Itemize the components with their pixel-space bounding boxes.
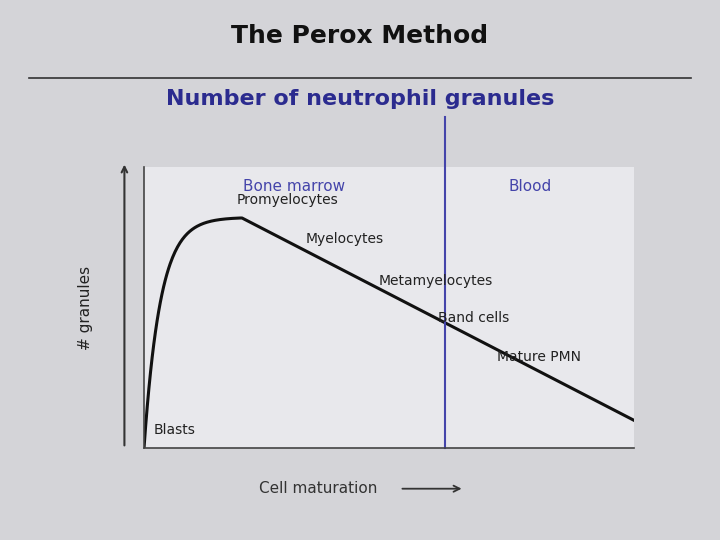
Text: Blasts: Blasts [154, 423, 196, 437]
Text: Blood: Blood [508, 179, 552, 194]
Text: Cell maturation: Cell maturation [259, 481, 377, 496]
Text: Band cells: Band cells [438, 310, 509, 325]
Text: Number of neutrophil granules: Number of neutrophil granules [166, 89, 554, 109]
Text: Mature PMN: Mature PMN [497, 350, 580, 364]
Text: Bone marrow: Bone marrow [243, 179, 346, 194]
Text: Promyelocytes: Promyelocytes [237, 193, 339, 207]
Text: # granules: # granules [78, 266, 93, 350]
Text: Metamyelocytes: Metamyelocytes [379, 274, 493, 288]
Text: Myelocytes: Myelocytes [305, 232, 384, 246]
Text: The Perox Method: The Perox Method [231, 24, 489, 48]
